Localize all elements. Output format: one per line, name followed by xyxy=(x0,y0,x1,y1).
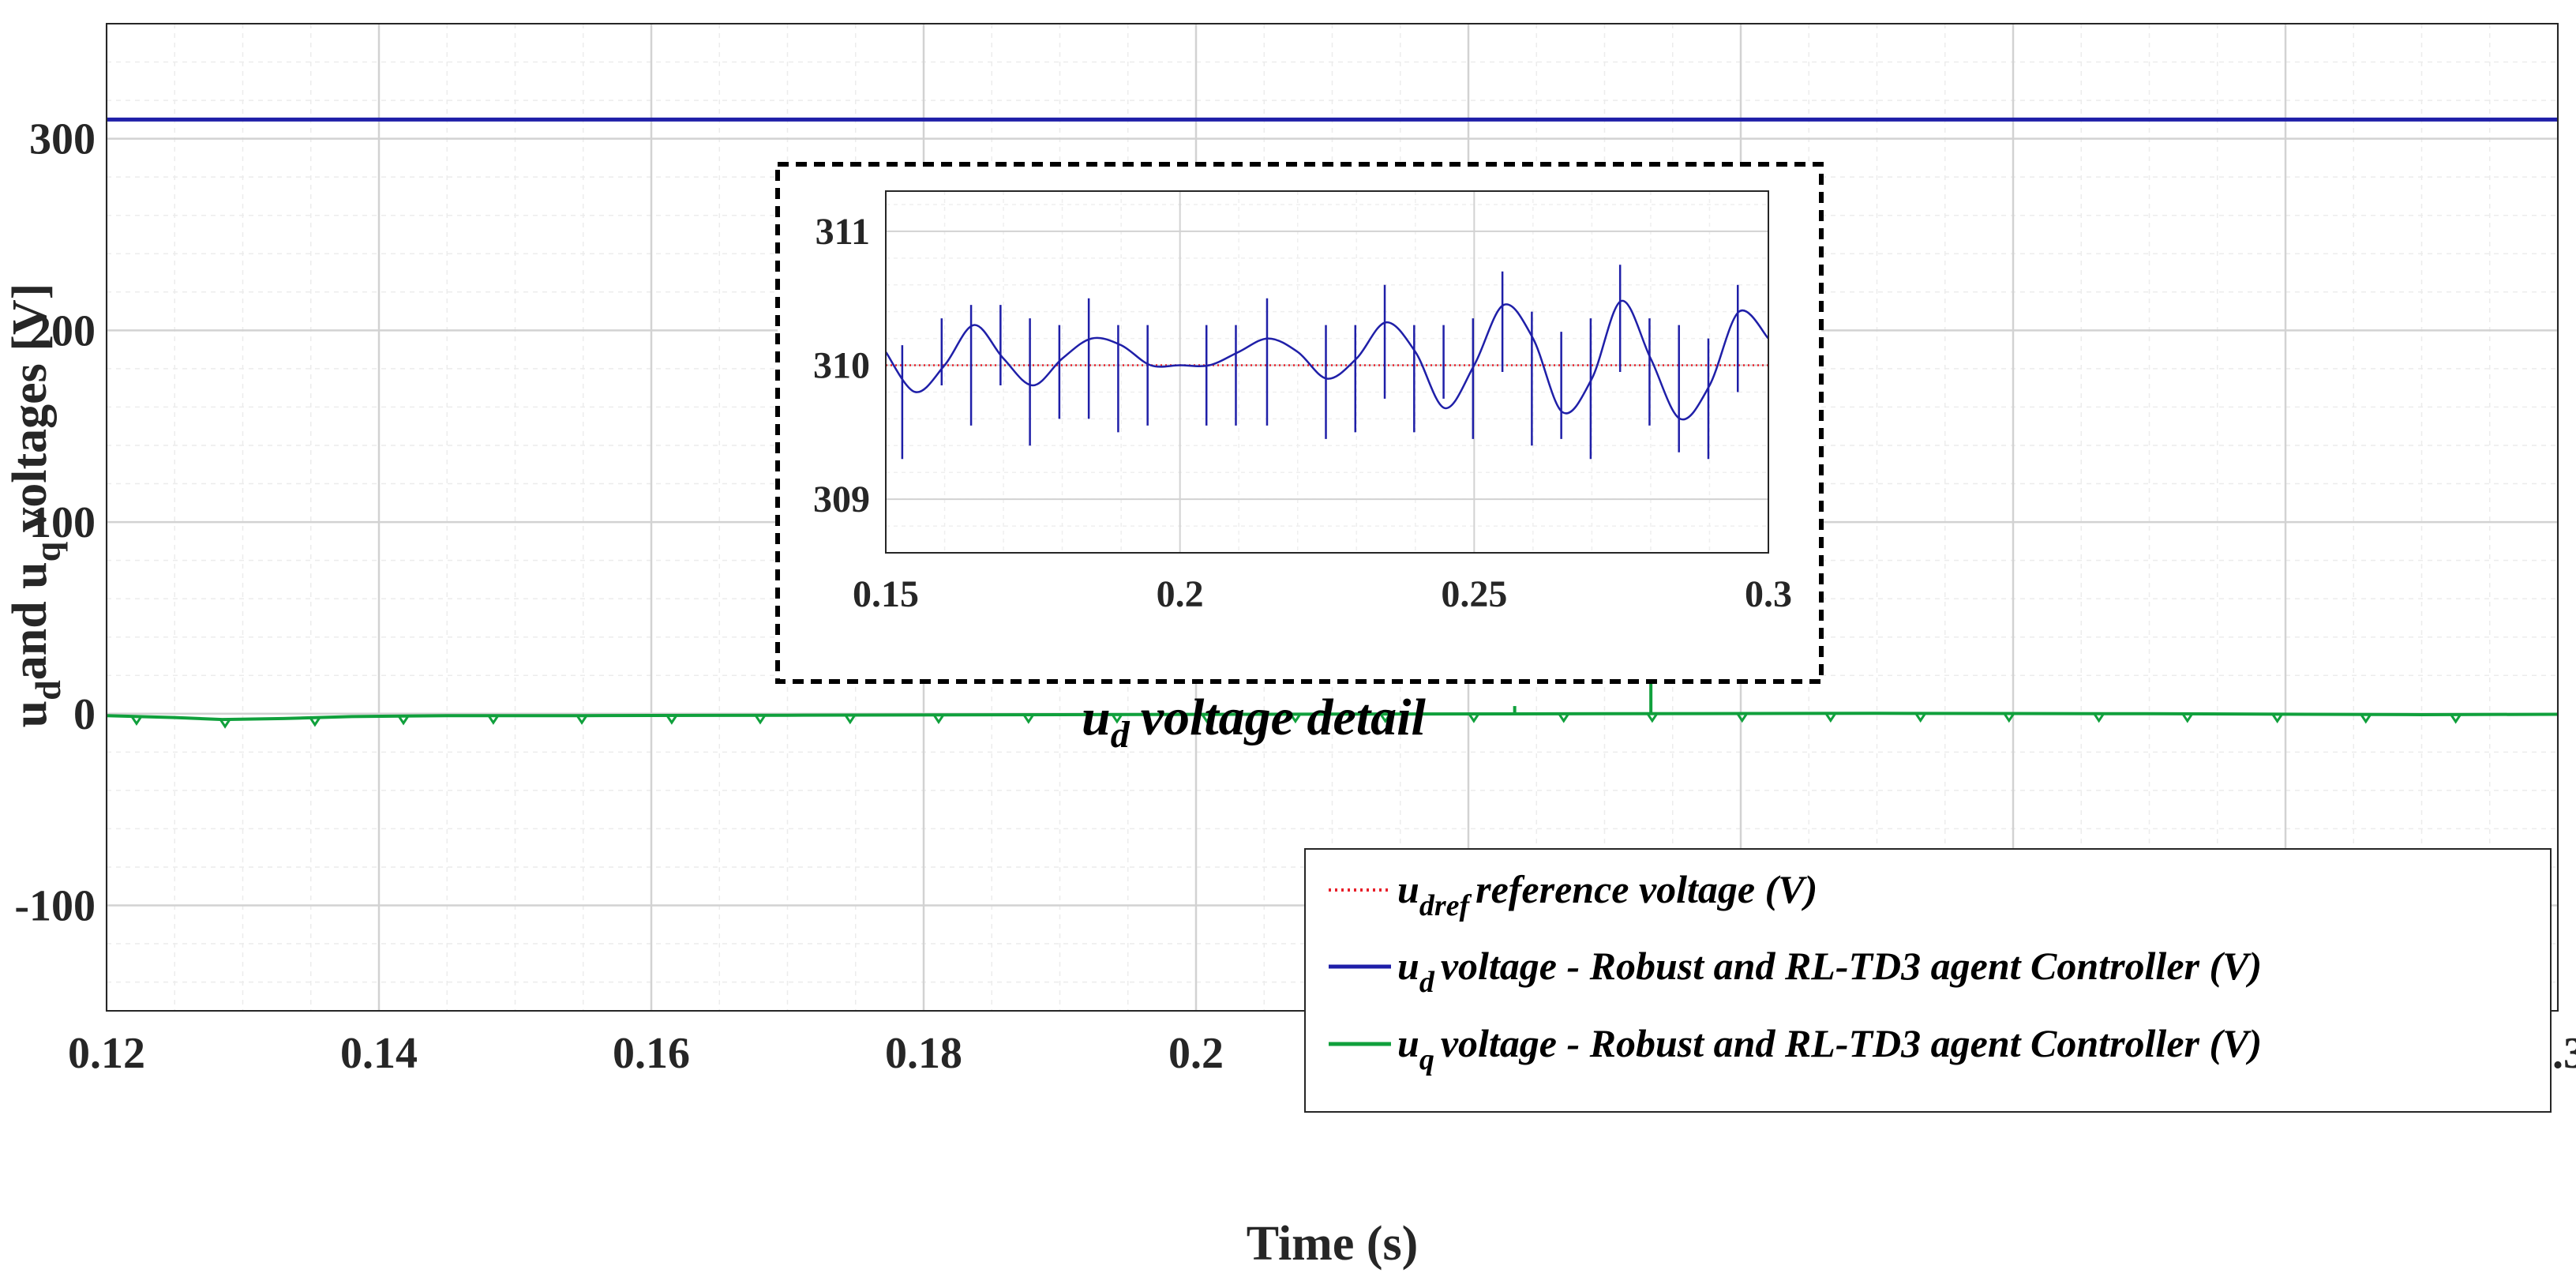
uq-dip xyxy=(1468,713,1480,723)
inset-x-tick-label: 0.2 xyxy=(1157,573,1204,615)
inset-plot-area xyxy=(886,191,1768,553)
legend-base: u xyxy=(1397,944,1419,988)
inset-y-tick-label: 309 xyxy=(813,479,870,520)
inset-x-tick-label: 0.3 xyxy=(1745,573,1792,615)
legend-label-ud: ud voltage - Robust and RL-TD3 agent Cont… xyxy=(1397,944,2262,999)
uq-dip xyxy=(2003,712,2015,723)
y-tick-label: 0 xyxy=(73,690,96,739)
x-tick-label: 0.2 xyxy=(1168,1029,1224,1078)
caption-sub: d xyxy=(1111,714,1131,756)
inset-series xyxy=(884,265,1769,460)
inset-x-tick-labels: 0.15 0.2 0.25 0.3 xyxy=(853,573,1792,615)
uq-dip xyxy=(1824,712,1837,723)
inset-x-tick-label: 0.15 xyxy=(853,573,919,615)
uq-dip xyxy=(576,715,588,725)
legend-sub: q xyxy=(1419,1043,1434,1076)
uq-dip xyxy=(397,715,410,726)
uq-dip xyxy=(2181,713,2194,723)
inset-zoom: 0.15 0.2 0.25 0.3 309 310 311 xyxy=(775,162,1824,684)
x-tick-label: 0.16 xyxy=(613,1029,690,1078)
uq-dip xyxy=(1022,714,1035,724)
inset-x-tick-label: 0.25 xyxy=(1441,573,1507,615)
uq-dip xyxy=(1646,712,1659,723)
x-tick-label: 0.18 xyxy=(885,1029,962,1078)
y-label-and: and u xyxy=(3,561,57,680)
uq-dip xyxy=(2450,714,2462,724)
legend-base: u xyxy=(1397,867,1419,911)
caption-u: u xyxy=(1082,689,1111,746)
legend-label-uq: uq voltage - Robust and RL-TD3 agent Cont… xyxy=(1397,1021,2262,1076)
y-label-voltages: voltages [V] xyxy=(3,284,57,532)
y-tick-label: -100 xyxy=(14,882,96,931)
legend: udref reference voltage (V)ud voltage - Ro… xyxy=(1304,848,2552,1113)
uq-dip xyxy=(1558,713,1569,723)
uq-dip xyxy=(1736,712,1748,723)
uq-dip xyxy=(219,719,231,729)
legend-sub: d xyxy=(1419,966,1435,999)
uq-dip xyxy=(309,716,321,727)
uq-dip xyxy=(2360,713,2372,724)
caption-rest: voltage detail xyxy=(1141,689,1427,746)
x-tick-label: 0.14 xyxy=(340,1029,418,1078)
uq-dip xyxy=(1914,712,1926,723)
legend-text: voltage - Robust and RL-TD3 agent Contro… xyxy=(1441,1021,2262,1065)
legend-base: u xyxy=(1397,1021,1419,1065)
legend-box xyxy=(1304,848,2552,1113)
legend-text: voltage - Robust and RL-TD3 agent Contro… xyxy=(1441,944,2262,988)
y-tick-label: 300 xyxy=(29,115,96,164)
series-group xyxy=(106,117,2559,729)
uq-dip xyxy=(844,714,857,725)
inset-y-tick-label: 311 xyxy=(816,211,870,253)
legend-text: reference voltage (V) xyxy=(1475,867,1817,911)
y-label-u: u xyxy=(3,700,57,727)
legend-label-udref: udref reference voltage (V) xyxy=(1397,867,1817,922)
uq-dip xyxy=(1111,714,1123,724)
y-axis-label: udand uq voltages [V] xyxy=(3,284,68,728)
uq-dip xyxy=(1201,713,1213,724)
uq-dip xyxy=(754,714,767,725)
uq-dip xyxy=(1289,713,1302,724)
inset-ud-curve xyxy=(884,299,1769,421)
inset-caption: ud voltage detail xyxy=(1082,689,1426,756)
svg-text:udand uqvoltages [V]: udand uq voltages [V] xyxy=(3,284,68,728)
uq-dip xyxy=(2093,712,2105,723)
inset-y-tick-labels: 309 310 311 xyxy=(813,211,870,520)
y-tick-labels: -100 0 100 200 300 xyxy=(14,115,96,931)
uq-dip xyxy=(1379,713,1392,723)
legend-sub: dref xyxy=(1419,889,1472,922)
inset-y-tick-label: 310 xyxy=(813,345,870,387)
uq-dip xyxy=(130,715,143,726)
series-uq xyxy=(106,712,2559,722)
uq-dip xyxy=(666,715,678,725)
y-tick-label: 200 xyxy=(29,306,96,355)
x-tick-label: 0.12 xyxy=(68,1029,145,1078)
x-axis-label: Time (s) xyxy=(1247,1217,1419,1271)
uq-dip xyxy=(2271,713,2283,724)
uq-dip xyxy=(487,715,500,725)
uq-dip xyxy=(932,714,945,725)
inset-frame xyxy=(885,190,1769,554)
y-label-sub-d: d xyxy=(28,680,68,700)
y-label-sub-q: q xyxy=(28,541,68,561)
y-tick-label: 100 xyxy=(29,498,96,547)
